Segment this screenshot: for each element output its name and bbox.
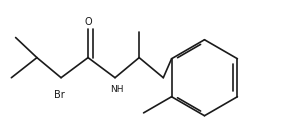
Text: O: O <box>84 17 92 27</box>
Text: Br: Br <box>54 90 65 100</box>
Text: NH: NH <box>110 85 123 94</box>
